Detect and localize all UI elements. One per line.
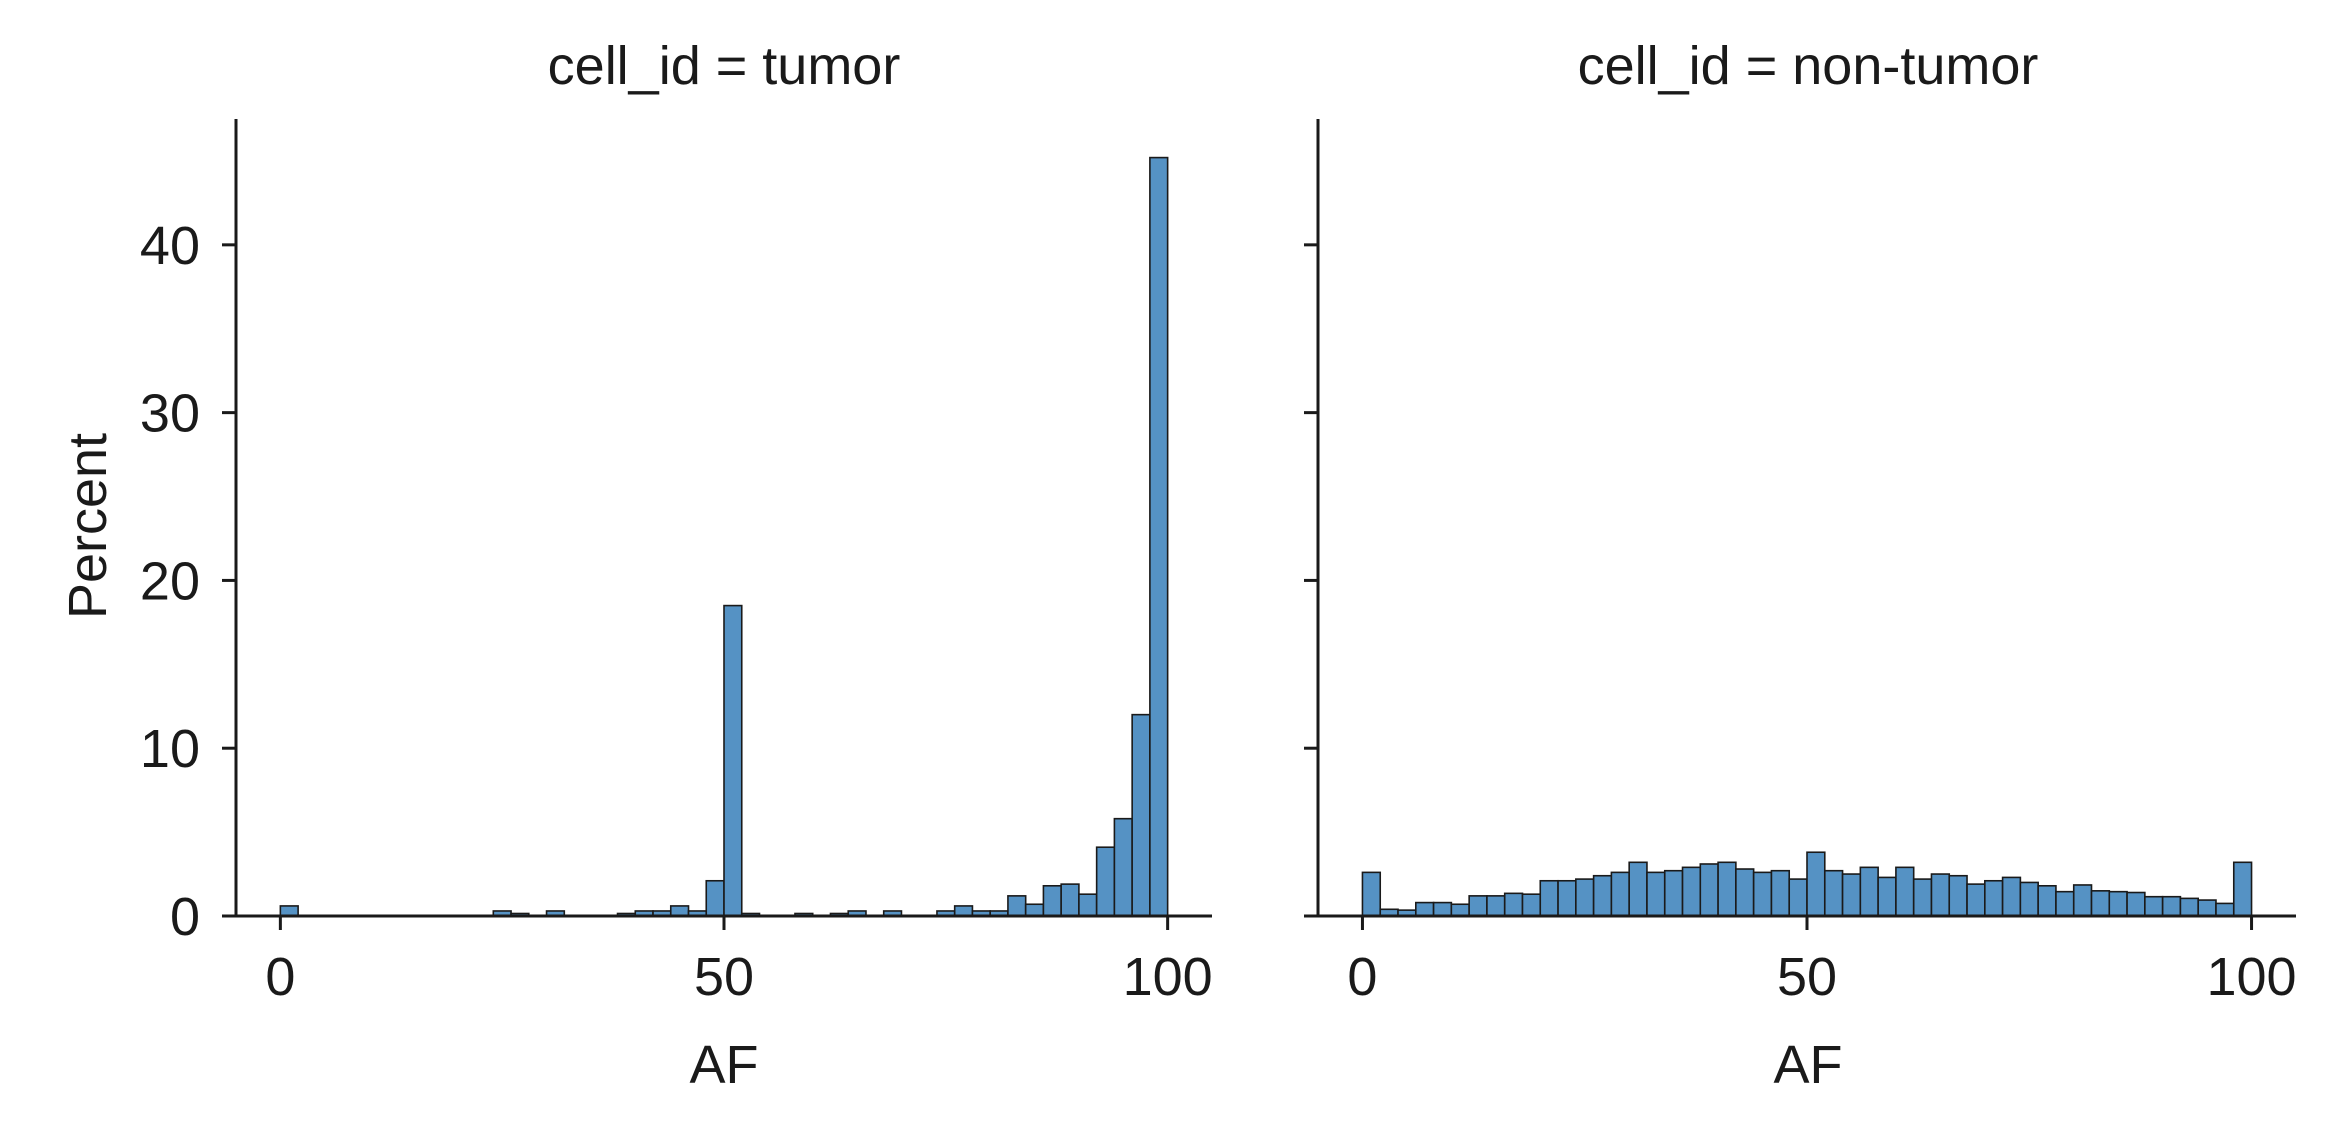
histogram-bar xyxy=(1149,156,1169,917)
histogram-bar xyxy=(1610,871,1630,917)
histogram-bar xyxy=(953,905,974,917)
histogram-bar xyxy=(2055,890,2075,917)
histogram-bar xyxy=(1717,861,1737,917)
y-tick-label: 10 xyxy=(140,719,200,779)
histogram-bar xyxy=(2037,884,2057,917)
histogram-bar xyxy=(1468,895,1488,917)
bars-tumor xyxy=(279,156,1169,917)
histogram-bar xyxy=(1984,879,2004,917)
histogram-bar xyxy=(2197,899,2217,917)
histogram-bar xyxy=(1415,901,1435,917)
histogram-bar xyxy=(2232,861,2253,917)
histogram-bar xyxy=(1486,895,1506,917)
histogram-bar xyxy=(1877,876,1897,917)
histogram-bar xyxy=(2215,902,2235,917)
histogram-bar xyxy=(1361,871,1382,917)
histogram-bar xyxy=(2126,891,2146,917)
panel-non-tumor: cell_id = non-tumor 0 50 100 AF xyxy=(1304,36,2297,1095)
histogram-bar xyxy=(1699,863,1719,917)
histogram-bar xyxy=(1841,873,1862,917)
histogram-bar xyxy=(705,879,725,917)
histogram-bar xyxy=(1131,713,1151,917)
histogram-bar xyxy=(1432,901,1453,917)
histogram-bar xyxy=(1060,883,1080,917)
x-axis-label-tumor: AF xyxy=(689,1035,758,1095)
histogram-bar xyxy=(1806,851,1826,917)
histogram-bar xyxy=(2001,876,2022,917)
histogram-bar xyxy=(1966,883,1986,917)
histogram-bar xyxy=(1592,874,1613,917)
x-tick-label: 0 xyxy=(265,947,295,1007)
histogram-bar xyxy=(1095,846,1116,917)
histogram-bar xyxy=(1450,903,1470,917)
histogram-bar xyxy=(1628,861,1648,917)
histogram-bar xyxy=(1575,878,1595,917)
x-axis-label-non-tumor: AF xyxy=(1773,1035,1842,1095)
histogram-bar xyxy=(1042,884,1062,917)
histogram-bar xyxy=(1557,879,1577,917)
panel-title-non-tumor: cell_id = non-tumor xyxy=(1578,36,2039,96)
histogram-bar xyxy=(1681,866,1702,917)
histogram-bar xyxy=(1007,895,1027,917)
histogram-bar xyxy=(2179,897,2199,917)
histogram-bar xyxy=(1539,879,1559,917)
histogram-bar xyxy=(1646,871,1666,917)
histogram-bar xyxy=(2144,895,2164,917)
histogram-bar xyxy=(1930,873,1951,917)
histogram-bar xyxy=(1503,892,1524,917)
y-tick-label: 20 xyxy=(140,551,200,611)
y-tick-label: 40 xyxy=(140,216,200,276)
y-tick-label: 30 xyxy=(140,384,200,444)
histogram-bar xyxy=(2108,890,2128,917)
histogram-bar xyxy=(2090,890,2111,917)
histogram-bar xyxy=(2072,884,2093,917)
x-tick-label: 100 xyxy=(1123,947,1213,1007)
x-tick-label: 100 xyxy=(2206,947,2296,1007)
histogram-bar xyxy=(1078,893,1098,917)
histogram-bar xyxy=(1521,893,1542,917)
histogram-bar xyxy=(1948,874,1968,917)
histogram-bar xyxy=(2019,881,2039,917)
histogram-bar xyxy=(2161,895,2182,917)
histogram-bar xyxy=(1113,817,1133,917)
axes-non-tumor: 0 50 100 xyxy=(1304,119,2297,1007)
histogram-bar xyxy=(1859,866,1879,917)
x-tick-label: 50 xyxy=(694,947,754,1007)
histogram-bar xyxy=(669,905,690,917)
histogram-bar xyxy=(1752,871,1773,917)
histogram-bar xyxy=(1895,866,1915,917)
y-tick-label: 0 xyxy=(170,887,200,947)
histogram-bar xyxy=(1770,869,1791,917)
panel-tumor: cell_id = tumor 0 10 20 30 40 0 50 100 AF xyxy=(140,36,1213,1095)
shared-y-axis-label: Percent xyxy=(58,433,118,619)
histogram-bar xyxy=(1912,878,1933,917)
histogram-bar xyxy=(279,905,299,917)
histogram-bar xyxy=(1024,903,1045,917)
histogram-bar xyxy=(1663,869,1684,917)
axes-tumor: 0 10 20 30 40 0 50 100 xyxy=(140,119,1213,1007)
histogram-bar xyxy=(1788,878,1808,917)
panel-title-tumor: cell_id = tumor xyxy=(548,36,901,96)
histogram-bar xyxy=(723,604,743,917)
histogram-bar xyxy=(1823,869,1844,917)
histogram-bar xyxy=(1735,868,1755,917)
x-tick-label: 50 xyxy=(1777,947,1837,1007)
bars-non-tumor xyxy=(1361,851,2253,917)
x-tick-label: 0 xyxy=(1347,947,1377,1007)
